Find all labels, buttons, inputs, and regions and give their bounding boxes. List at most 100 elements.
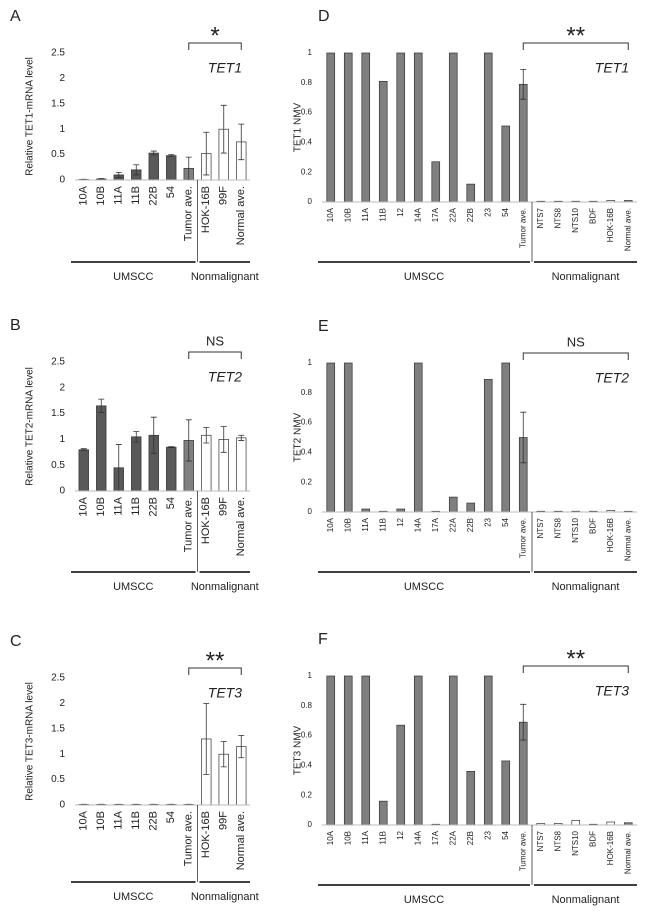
bar [326,362,336,513]
bar [201,434,212,492]
x-tick-label: Tumor ave. [518,831,527,871]
bar [466,771,476,826]
y-axis-label: TET3 NMV [293,725,304,775]
bar [361,52,371,203]
x-tick-label: 17A [431,830,440,845]
x-tick-label: 10A [78,810,90,830]
bar [413,362,423,513]
bar [466,183,476,203]
x-tick-label: 10A [326,830,335,845]
x-tick-label: 11A [361,830,370,844]
bar [396,52,406,203]
bar [236,437,247,492]
group-label: UMSCC [404,581,444,593]
y-tick-label: 0.5 [51,774,65,785]
y-tick-label: 2 [59,382,65,393]
y-tick-label: 0 [308,820,313,829]
significance-label: ** [566,22,585,49]
y-tick-label: 1.5 [51,98,65,109]
y-tick-label: 0.4 [301,761,313,770]
y-axis-label: TET2 NMV [293,412,304,462]
y-tick-label: 0.6 [301,418,313,427]
x-tick-label: 22B [466,208,475,222]
x-tick-label: 10B [95,497,107,517]
bar [78,449,89,492]
x-tick-label: 11A [361,517,370,531]
y-tick-label: 0.2 [301,477,313,486]
x-tick-label: 22B [148,811,160,831]
error-bar [203,131,210,176]
x-tick-label: 22B [466,831,475,845]
y-tick-label: 1 [308,48,313,57]
x-tick-label: HOK-16B [606,831,615,865]
bar [501,125,511,203]
gene-label: TET3 [208,685,242,701]
x-tick-label: NTS7 [536,517,545,538]
y-tick-label: 2.5 [51,48,65,59]
error-bar [220,741,227,768]
error-bar [220,104,227,154]
bar [431,161,441,203]
bar [448,52,458,203]
y-tick-label: 0.2 [301,167,313,176]
group-label: UMSCC [404,271,444,283]
bar [326,675,336,826]
bar [466,502,476,513]
x-tick-label: NTS10 [571,517,580,542]
error-bar [203,427,210,444]
x-tick-label: 11B [378,208,387,222]
x-tick-label: NTS7 [536,830,545,851]
gene-label: TET2 [208,369,242,385]
x-tick-label: NTS10 [571,830,580,855]
y-tick-label: 2 [59,698,65,709]
bar [166,155,177,181]
x-tick-label: HOK-16B [200,497,212,544]
x-tick-label: HOK-16B [200,186,212,233]
significance-label: ** [566,645,585,672]
x-tick-label: HOK-16B [606,208,615,242]
y-tick-label: 1 [59,124,65,135]
x-tick-label: 99F [218,497,230,516]
x-tick-label: NTS8 [553,830,562,851]
panel-label: A [10,8,21,25]
x-tick-label: 10B [343,208,352,222]
bar [343,52,353,203]
error-bar [238,123,245,161]
bar [413,52,423,203]
x-tick-label: BDF [588,208,597,224]
x-tick-label: 17A [431,517,440,532]
significance-bracket [522,42,629,50]
x-tick-label: 10A [78,496,90,516]
group-label: UMSCC [113,891,153,903]
y-tick-label: 0.8 [301,78,313,87]
bar [483,379,493,513]
bar [343,675,353,826]
gene-label: TET2 [595,370,629,386]
y-tick-label: 1 [59,749,65,760]
x-tick-label: 54 [165,186,177,198]
x-tick-label: 10A [326,207,335,222]
x-tick-label: 22B [148,497,160,517]
panel-label: E [318,318,329,335]
x-tick-label: Tumor ave. [183,811,195,866]
x-tick-label: 22B [466,518,475,532]
panel-label: D [318,8,330,25]
error-bar [185,156,192,180]
bar [148,152,159,181]
x-tick-label: Tumor ave. [183,497,195,552]
group-label: Nonmalignant [552,271,620,283]
y-tick-label: 0.5 [51,460,65,471]
error-bar [80,448,87,452]
x-tick-label: BDF [588,831,597,847]
x-tick-label: 10B [95,186,107,206]
bar [96,405,107,492]
group-label: UMSCC [113,271,153,283]
x-tick-label: NTS8 [553,517,562,538]
bar [483,52,493,203]
panel-label: F [318,631,328,648]
x-tick-label: NTS8 [553,207,562,228]
x-tick-label: 54 [165,811,177,823]
x-tick-label: 10A [326,517,335,532]
x-tick-label: Normal ave. [235,497,247,556]
x-tick-label: 54 [501,207,510,216]
